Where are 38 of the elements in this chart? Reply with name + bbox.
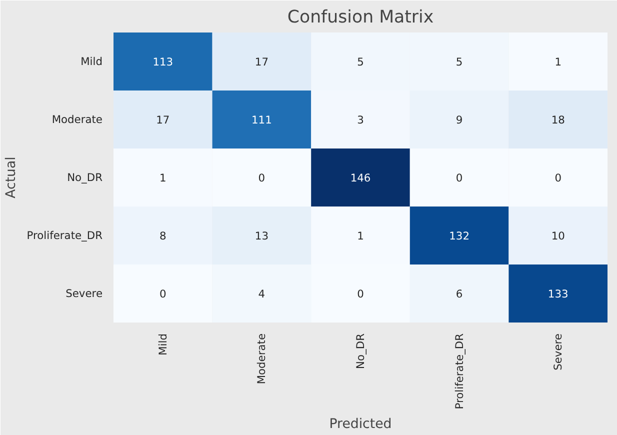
data-label: 146 bbox=[350, 172, 371, 184]
chart-title: Confusion Matrix bbox=[287, 8, 434, 28]
data-label: 3 bbox=[357, 114, 364, 126]
data-label: 0 bbox=[258, 172, 266, 184]
data-label: 1 bbox=[554, 56, 562, 68]
x-tick-label: Mild bbox=[156, 333, 170, 356]
data-label: 0 bbox=[357, 288, 364, 300]
x-tick-label: No_DR bbox=[354, 332, 367, 369]
data-label: 17 bbox=[156, 114, 170, 126]
x-tick-label: Severe bbox=[552, 333, 565, 370]
data-label: 18 bbox=[551, 114, 566, 126]
data-label: 113 bbox=[152, 56, 174, 68]
y-tick-label: Mild bbox=[80, 55, 103, 68]
data-label: 0 bbox=[456, 172, 463, 184]
data-label: 132 bbox=[449, 230, 470, 242]
data-label: 13 bbox=[254, 230, 268, 242]
data-label: 5 bbox=[357, 56, 364, 68]
y-tick-label: Severe bbox=[66, 287, 103, 300]
data-label: 0 bbox=[160, 288, 167, 300]
y-tick-label: Proliferate_DR bbox=[26, 229, 104, 242]
data-label: 4 bbox=[258, 288, 266, 300]
data-label: 10 bbox=[551, 230, 566, 242]
data-label: 8 bbox=[160, 230, 167, 242]
data-label: 5 bbox=[456, 56, 463, 68]
x-axis-title: Predicted bbox=[329, 417, 392, 432]
data-label: 9 bbox=[456, 114, 463, 126]
x-tick-label: Moderate bbox=[255, 333, 268, 384]
data-label: 111 bbox=[252, 114, 272, 126]
data-label: 6 bbox=[456, 288, 463, 300]
x-tick-label: Proliferate_DR bbox=[452, 332, 466, 410]
data-label: 1 bbox=[357, 230, 364, 242]
data-label: 133 bbox=[548, 288, 568, 300]
data-label: 0 bbox=[554, 172, 562, 184]
data-label: 1 bbox=[160, 172, 166, 184]
y-tick-label: No_DR bbox=[67, 171, 104, 184]
data-label: 17 bbox=[254, 56, 268, 68]
y-tick-label: Moderate bbox=[52, 113, 103, 126]
y-axis-title: Actual bbox=[4, 156, 19, 198]
